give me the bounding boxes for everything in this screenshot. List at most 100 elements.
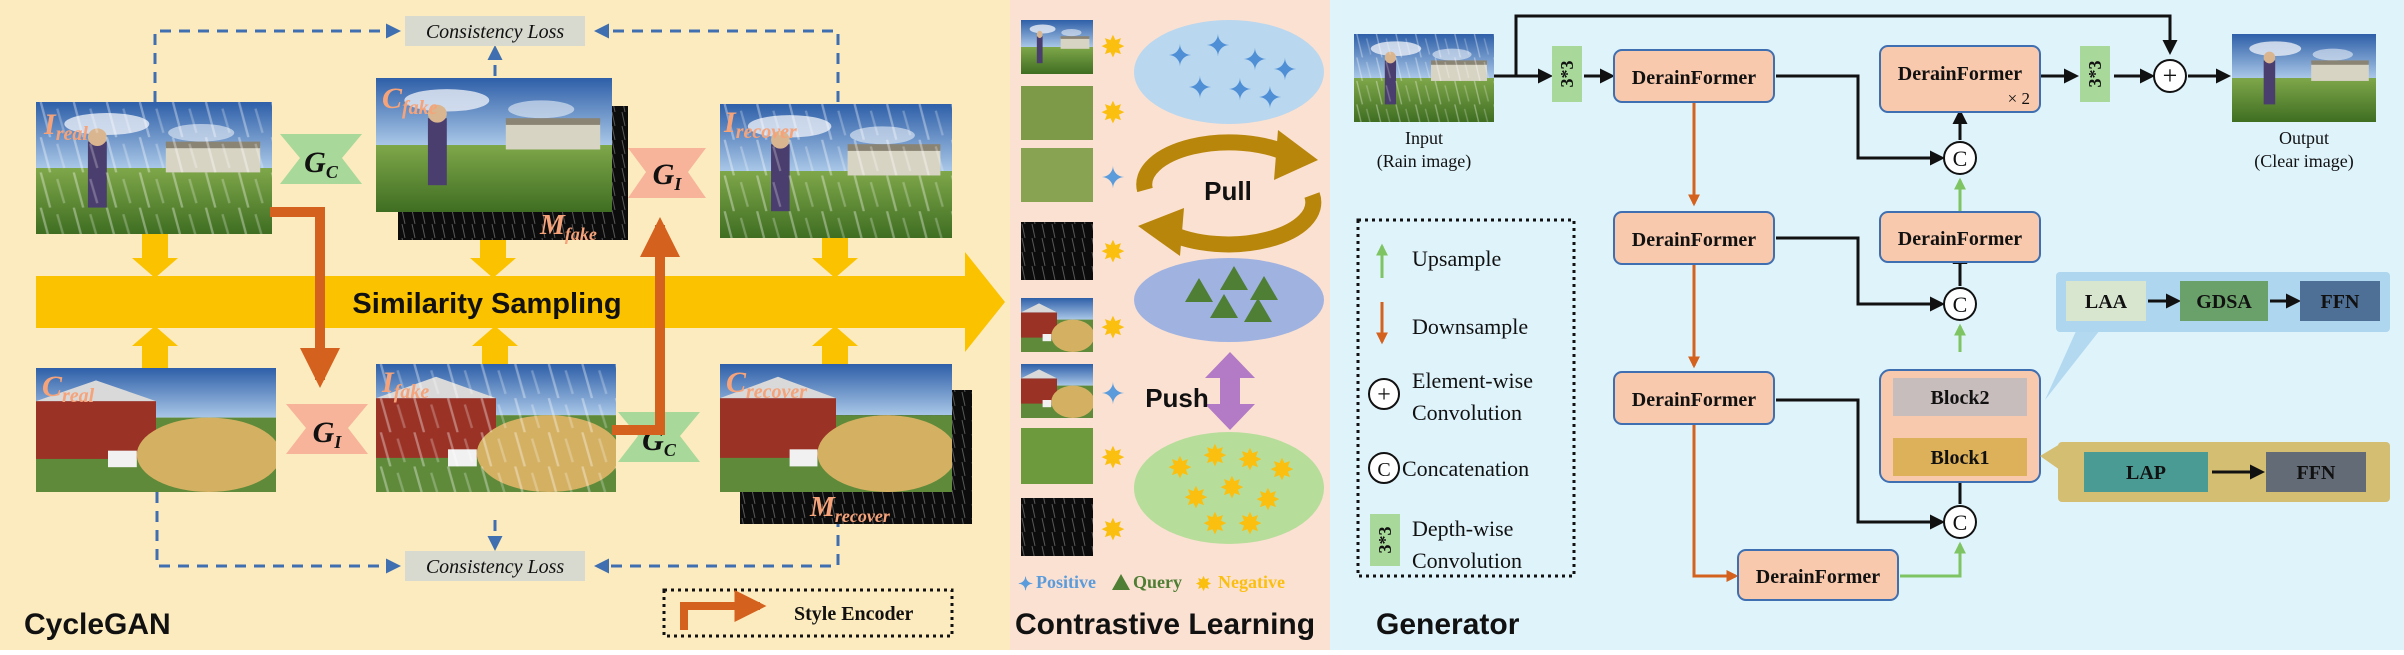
legend-negative-icon: ✸ (1195, 574, 1212, 594)
downsample-arrows (1688, 100, 1739, 582)
negative-stars: ✸ ✸ ✸ ✸ ✸ ✸ ✸ ✸ ✸ (1167, 440, 1294, 541)
lap-label: LAP (2126, 462, 2166, 484)
derainformer-enc2: DerainFormer (1613, 211, 1775, 265)
legend-concat-symbol: C (1377, 459, 1390, 481)
negative-cluster (1134, 432, 1324, 544)
svg-text:✦: ✦ (1242, 44, 1267, 77)
svg-text:✸: ✸ (1202, 440, 1227, 473)
svg-text:✦: ✦ (1167, 40, 1192, 73)
svg-text:3*3: 3*3 (1557, 61, 1577, 88)
legend-downsample-label: Downsample (1412, 314, 1528, 339)
block1-label: Block1 (1931, 447, 1990, 469)
legend-concatenation-label: Concatenation (1402, 456, 1529, 481)
concat-icon (1943, 287, 1977, 321)
consistency-loss-top-label: Consistency Loss (426, 21, 565, 43)
output-label: Output (2279, 128, 2329, 148)
svg-text:GI: GI (313, 416, 343, 452)
depthwise-conv-input: 3*3 (1552, 46, 1582, 102)
concat-icon (1943, 505, 1977, 539)
gc-top-generator: GC (280, 134, 362, 184)
consistency-loop-top (153, 23, 840, 102)
block-container: Block2 Block1 (1879, 369, 2041, 483)
i-recover-image (720, 104, 952, 238)
similarity-sampling-label: Similarity Sampling (352, 288, 621, 320)
consistency-loss-bottom-box (405, 551, 585, 581)
add-symbol: + (2163, 61, 2178, 90)
svg-text:DerainFormer: DerainFormer (1898, 228, 2023, 250)
pull-label: Pull (1204, 176, 1252, 206)
thumbnail-markers: ✸ ✸ ✦ ✸ ✸ ✦ ✸ ✸ (1100, 31, 1125, 547)
query-cluster (1134, 258, 1324, 342)
contrastive-legend: ✦ Positive Query ✸ Negative (1018, 572, 1285, 594)
ffn-callout-pointer (2040, 444, 2060, 470)
svg-text:✦: ✦ (1227, 74, 1252, 107)
style-encoder-arrows (270, 207, 680, 435)
consistency-loss-bottom-label: Consistency Loss (426, 556, 565, 578)
svg-text:✸: ✸ (1237, 508, 1262, 541)
m-recover-label: Mrecover (809, 492, 891, 526)
concat-symbol: C (1953, 146, 1968, 171)
upsample-arrows (1900, 177, 1966, 578)
style-encoder-legend-label: Style Encoder (794, 603, 914, 625)
m-fake-label: Mfake (539, 210, 597, 244)
concat-icon (1943, 141, 1977, 175)
query-triangles (1185, 266, 1278, 322)
output-sublabel: (Clear image) (2254, 151, 2353, 172)
i-recover-label: Irecover (723, 106, 797, 143)
svg-text:✦: ✦ (1205, 30, 1230, 63)
consistency-loss-top-box (405, 16, 585, 46)
generator-title: Generator (1376, 608, 1520, 641)
add-icon (2153, 59, 2187, 93)
svg-text:DerainFormer: DerainFormer (1632, 67, 1757, 89)
input-label: Input (1405, 128, 1443, 148)
c-recover-label: Crecover (726, 366, 807, 403)
sample-thumbnails (1021, 20, 1093, 556)
output-image (2232, 34, 2376, 122)
ffn-box-1 (2300, 281, 2380, 321)
negative-star-icon: ✸ (1100, 97, 1125, 130)
legend-concat-icon (1368, 452, 1400, 484)
negative-star-icon: ✸ (1100, 236, 1125, 269)
push-arrow-icon (1205, 352, 1255, 430)
legend-query-icon (1112, 574, 1130, 590)
gdsa-label: GDSA (2196, 291, 2252, 313)
lap-box (2084, 452, 2208, 492)
depthwise-conv-output: 3*3 (2080, 46, 2110, 102)
i-fake-label: Ifake (381, 366, 429, 403)
similarity-sampling-arrow (36, 252, 1005, 352)
legend-add-symbol: + (1377, 382, 1391, 408)
legend-elementwise-label-2: Convolution (1412, 400, 1522, 425)
negative-star-icon: ✸ (1100, 312, 1125, 345)
svg-text:DerainFormer: DerainFormer (1632, 229, 1757, 251)
legend-positive-label: Positive (1036, 572, 1096, 592)
derainformer-dec1-x2: DerainFormer × 2 (1879, 45, 2041, 113)
derainformer-bottleneck: DerainFormer (1737, 549, 1899, 601)
ffn-label-2: FFN (2297, 462, 2336, 484)
positive-cluster (1134, 20, 1324, 124)
svg-text:3*3: 3*3 (2085, 61, 2105, 88)
gi-top-generator: GI (628, 148, 706, 198)
block2-label: Block2 (1931, 387, 1990, 409)
cyclegan-title: CycleGAN (24, 608, 171, 641)
generator-legend (1356, 218, 1576, 578)
laa-label: LAA (2085, 291, 2128, 313)
i-real-label: Ireal (43, 108, 88, 145)
svg-text:3*3: 3*3 (1375, 527, 1395, 554)
concat-symbol: C (1953, 510, 1968, 535)
negative-star-icon: ✸ (1100, 31, 1125, 64)
input-sublabel: (Rain image) (1377, 151, 1471, 172)
svg-text:DerainFormer: DerainFormer (1898, 63, 2023, 85)
negative-star-icon: ✸ (1100, 442, 1125, 475)
derainformer-enc1: DerainFormer (1613, 49, 1775, 103)
positive-star-icon: ✦ (1100, 162, 1125, 195)
ffn-label-1: FFN (2321, 291, 2360, 313)
svg-text:✸: ✸ (1167, 452, 1192, 485)
pull-cycle-icon (1136, 130, 1322, 256)
negative-star-icon: ✸ (1100, 514, 1125, 547)
consistency-loop-bottom (155, 492, 840, 574)
gi-bottom-generator: GI (286, 404, 368, 454)
legend-negative-label: Negative (1218, 572, 1285, 592)
svg-text:✸: ✸ (1183, 482, 1208, 515)
svg-text:✸: ✸ (1219, 472, 1244, 505)
